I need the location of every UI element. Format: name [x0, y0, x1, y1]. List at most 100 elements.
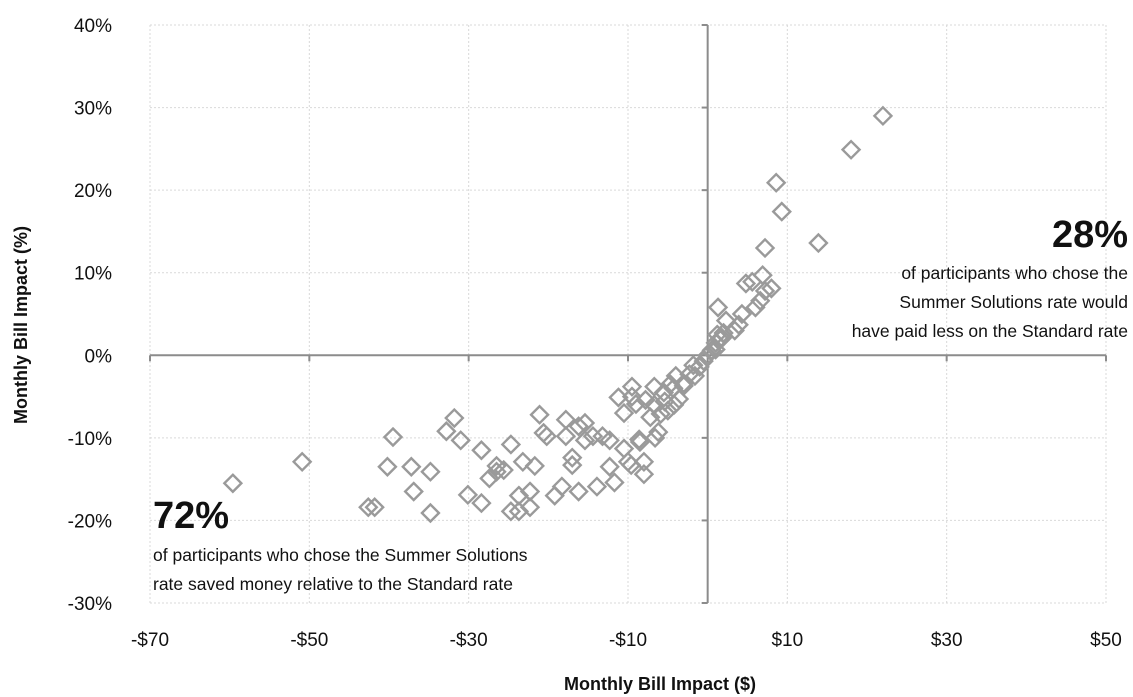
data-point-104 — [808, 232, 829, 254]
data-point-39 — [574, 430, 596, 451]
annotation-right-line-3: have paid less on the Standard rate — [852, 321, 1128, 341]
data-point-102 — [765, 172, 787, 193]
data-point-101 — [761, 278, 782, 299]
data-point-26 — [519, 497, 541, 518]
points-layer — [222, 105, 894, 524]
data-point-14 — [471, 492, 492, 514]
axes-layer — [149, 24, 1107, 604]
data-point-68 — [657, 400, 679, 421]
data-point-21 — [500, 501, 522, 522]
data-point-57 — [633, 463, 655, 485]
data-point-40 — [574, 412, 596, 434]
y-tick-label-4: 0% — [85, 346, 113, 367]
data-point-41 — [582, 426, 604, 447]
x-tick-label-2: -$30 — [450, 630, 488, 651]
x-axis-title: Monthly Bill Impact ($) — [564, 674, 756, 694]
data-point-24 — [512, 451, 534, 473]
data-point-15 — [471, 440, 492, 461]
data-point-105 — [840, 139, 862, 160]
x-tick-label-0: -$70 — [131, 630, 169, 651]
data-point-77 — [683, 354, 704, 376]
data-point-30 — [536, 426, 557, 447]
data-point-63 — [644, 427, 666, 449]
data-point-28 — [529, 404, 550, 425]
data-point-106 — [872, 105, 894, 127]
annotation-left-percent: 72% — [153, 495, 229, 537]
data-point-81 — [697, 345, 718, 366]
data-point-48 — [613, 402, 635, 424]
data-point-5 — [377, 456, 398, 477]
x-tick-label-4: $10 — [771, 630, 803, 651]
data-point-73 — [668, 388, 690, 410]
data-point-2 — [358, 497, 379, 518]
data-point-62 — [644, 376, 665, 397]
data-point-60 — [640, 407, 661, 428]
data-point-27 — [524, 455, 545, 477]
data-point-44 — [599, 456, 620, 477]
data-point-58 — [633, 451, 655, 473]
x-tick-label-3: -$10 — [609, 630, 647, 651]
data-point-9 — [420, 502, 441, 524]
y-tick-label-1: 30% — [74, 99, 112, 120]
data-point-53 — [621, 376, 643, 397]
data-point-3 — [364, 497, 385, 518]
data-point-19 — [493, 459, 514, 481]
data-point-10 — [436, 421, 457, 442]
data-point-80 — [693, 350, 714, 372]
data-point-96 — [745, 297, 766, 318]
data-point-36 — [562, 454, 583, 476]
annotation-right-line-2: Summer Solutions rate would — [899, 292, 1128, 312]
data-point-29 — [533, 422, 554, 444]
data-point-91 — [724, 320, 745, 341]
data-point-92 — [728, 314, 749, 335]
data-point-13 — [457, 484, 479, 506]
y-tick-label-6: -20% — [68, 511, 112, 532]
data-point-94 — [735, 273, 757, 294]
data-point-82 — [701, 340, 722, 361]
data-point-52 — [621, 386, 643, 407]
data-point-56 — [629, 431, 651, 453]
data-point-79 — [689, 356, 710, 378]
data-point-93 — [731, 303, 753, 325]
data-point-32 — [551, 476, 573, 497]
data-point-54 — [625, 393, 647, 415]
annotation-right: 28% of participants who chose the Summer… — [852, 214, 1128, 341]
data-point-64 — [648, 421, 669, 443]
y-tick-label-2: 20% — [74, 181, 112, 202]
data-point-11 — [444, 407, 465, 429]
x-tick-label-5: $30 — [931, 630, 963, 651]
data-point-23 — [508, 485, 530, 506]
data-point-35 — [562, 447, 583, 468]
y-tick-label-0: 40% — [74, 16, 112, 37]
annotation-left-line-1: of participants who chose the Summer Sol… — [153, 545, 528, 565]
data-point-37 — [568, 481, 589, 502]
data-point-8 — [420, 461, 441, 482]
data-point-6 — [401, 456, 422, 477]
data-point-34 — [555, 426, 577, 447]
annotation-left: 72% of participants who chose the Summer… — [153, 495, 528, 594]
y-axis-title: Monthly Bill Impact (%) — [11, 226, 31, 424]
data-point-42 — [586, 476, 608, 497]
annotation-right-line-1: of participants who chose the — [901, 263, 1128, 283]
data-point-66 — [653, 382, 675, 403]
data-point-4 — [382, 426, 404, 448]
data-point-22 — [508, 501, 530, 522]
data-point-99 — [754, 237, 776, 259]
data-point-71 — [664, 394, 685, 416]
data-point-59 — [635, 389, 656, 411]
x-tick-label-6: $50 — [1090, 630, 1122, 651]
data-point-103 — [771, 201, 792, 222]
data-point-89 — [713, 322, 734, 344]
data-point-86 — [707, 297, 729, 318]
y-tick-label-3: 10% — [74, 264, 112, 285]
y-tick-label-7: -30% — [68, 594, 112, 615]
data-point-18 — [486, 461, 507, 482]
tick-labels-layer: -$70 -$50 -$30 -$10 $10 $30 $50 40% 30% 20% 10% 0% -… — [68, 16, 1122, 651]
data-point-100 — [754, 280, 776, 302]
data-point-46 — [604, 472, 625, 493]
grid-layer — [149, 24, 1107, 604]
data-point-65 — [650, 403, 671, 425]
y-tick-label-5: -10% — [68, 429, 112, 450]
